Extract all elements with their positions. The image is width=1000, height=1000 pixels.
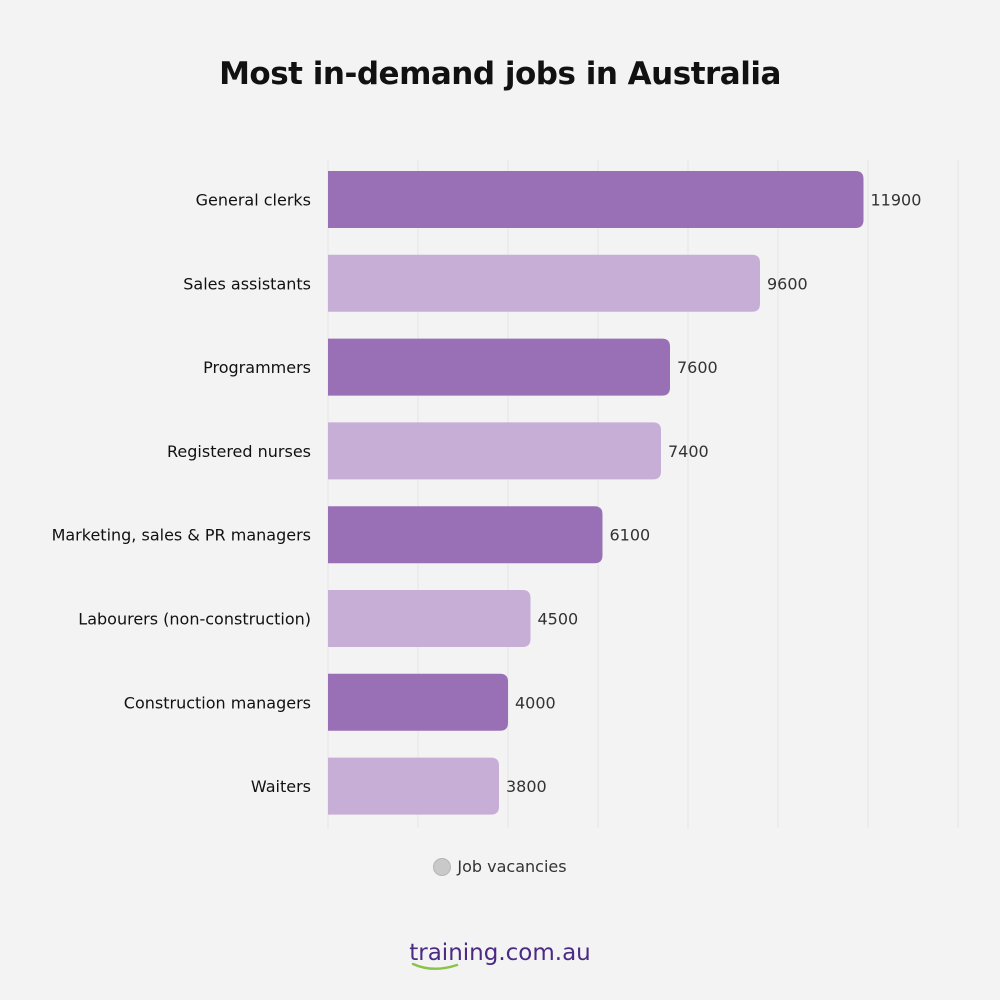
bars <box>328 171 864 815</box>
value-label: 4000 <box>515 693 556 712</box>
bar <box>328 171 864 228</box>
bar <box>328 506 603 564</box>
category-label: Registered nurses <box>167 442 311 461</box>
bar <box>328 673 508 731</box>
bar <box>328 338 670 396</box>
category-label: Sales assistants <box>183 274 311 293</box>
bar <box>328 757 499 815</box>
value-label: 6100 <box>610 526 651 545</box>
value-label: 3800 <box>506 777 547 796</box>
brand-text: training.com.au <box>409 940 591 966</box>
bar <box>328 254 760 312</box>
legend-swatch <box>433 857 452 876</box>
category-label: Waiters <box>251 777 311 796</box>
bar <box>328 590 531 647</box>
brand-logo: training.com.au <box>0 940 1000 970</box>
category-label: Programmers <box>203 358 311 377</box>
value-label: 9600 <box>767 274 808 293</box>
value-label: 11900 <box>871 191 922 210</box>
legend-label: Job vacancies <box>457 857 567 876</box>
category-label: Marketing, sales & PR managers <box>52 526 311 545</box>
legend: Job vacancies <box>0 857 1000 876</box>
category-label: Labourers (non-construction) <box>78 610 311 629</box>
value-label: 7600 <box>677 358 718 377</box>
brand-swoosh-icon <box>411 962 459 970</box>
value-labels: 11900 9600 7600 7400 6100 4500 4000 3800 <box>506 191 921 797</box>
value-label: 7400 <box>668 442 709 461</box>
value-label: 4500 <box>538 610 579 629</box>
bar <box>328 422 661 480</box>
category-label: Construction managers <box>124 693 311 712</box>
category-labels: General clerks Sales assistants Programmer… <box>52 191 311 797</box>
chart-title: Most in-demand jobs in Australia <box>219 56 781 92</box>
category-label: General clerks <box>196 191 311 210</box>
